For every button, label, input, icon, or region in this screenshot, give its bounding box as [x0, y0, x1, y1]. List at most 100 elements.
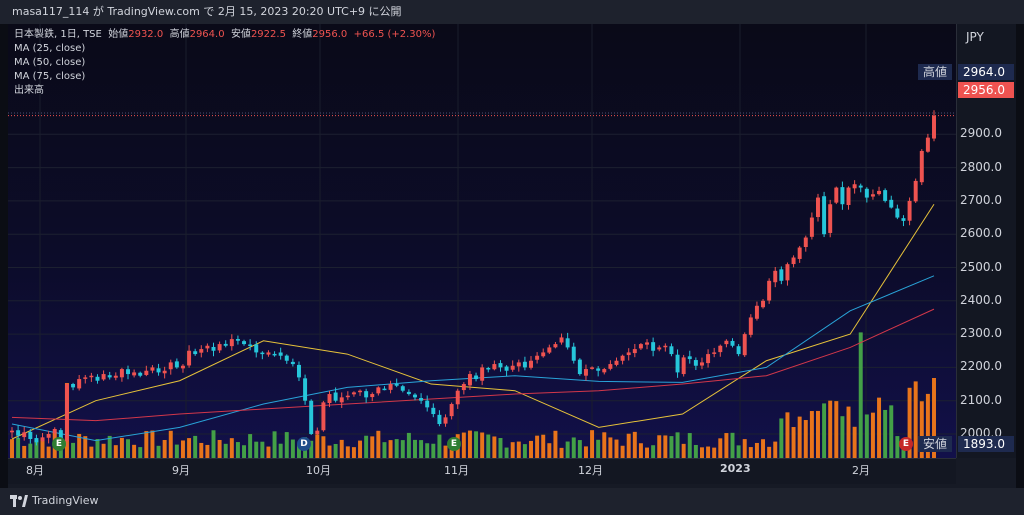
price-tick-label: 2400.0 — [960, 292, 1002, 307]
candle-body — [510, 365, 515, 370]
volume-bar — [321, 436, 326, 458]
volume-bar — [693, 444, 698, 458]
candle-body — [480, 367, 485, 381]
candle-body — [779, 269, 784, 281]
volume-bar — [113, 445, 118, 458]
volume-bar — [71, 442, 76, 458]
candle-body — [614, 360, 619, 365]
candle-body — [351, 392, 356, 395]
legend-ma75[interactable]: MA (75, close) — [14, 71, 86, 82]
candle-body — [541, 352, 546, 357]
volume-bar — [229, 438, 234, 458]
volume-bar — [370, 436, 375, 458]
volume-bar — [822, 403, 827, 458]
candle-body — [358, 390, 363, 393]
candle-body — [382, 388, 387, 391]
time-axis[interactable] — [8, 458, 956, 484]
candle-body — [504, 366, 509, 371]
candle-body — [174, 361, 179, 368]
volume-bar — [907, 387, 912, 458]
volume-bar — [205, 444, 210, 458]
candle-body — [321, 402, 326, 431]
candle-body — [376, 387, 381, 394]
volume-bar — [126, 439, 130, 458]
candle-body — [467, 374, 472, 386]
high-tag-label: 高値 — [918, 64, 953, 80]
volume-bar — [925, 393, 930, 458]
candle-body — [730, 340, 735, 346]
candle-body — [773, 270, 778, 283]
candle-body — [449, 404, 454, 417]
volume-bar — [773, 441, 778, 458]
chart-area[interactable] — [8, 24, 956, 458]
candle-body — [742, 334, 747, 356]
candle-body — [22, 432, 27, 438]
volume-bar — [480, 432, 485, 458]
earnings-marker-nov[interactable]: E — [447, 437, 461, 451]
candle-body — [693, 360, 698, 366]
candle-body — [907, 200, 912, 221]
volume-bar — [339, 439, 344, 458]
candle-body — [431, 407, 436, 415]
candle-body — [126, 369, 130, 375]
volume-bar — [663, 435, 668, 458]
candle-body — [284, 355, 289, 361]
candle-body — [669, 346, 674, 355]
volume-bar — [358, 440, 363, 458]
candle-body — [370, 394, 375, 398]
legend-ma50[interactable]: MA (50, close) — [14, 57, 86, 68]
legend-volume[interactable]: 出来高 — [14, 85, 44, 96]
currency-label[interactable]: JPY — [966, 30, 984, 44]
tradingview-brand[interactable]: TradingView — [10, 494, 98, 507]
price-tick-label: 2500.0 — [960, 259, 1002, 274]
volume-bar — [669, 436, 674, 458]
volume-bar — [632, 431, 637, 458]
candle-body — [455, 390, 460, 405]
open-label: 始値 — [108, 29, 129, 40]
candle-body — [883, 190, 888, 201]
candle-body — [199, 349, 204, 353]
candle-body — [413, 394, 417, 398]
volume-bar — [443, 445, 448, 458]
candle-body — [620, 355, 625, 361]
volume-bar — [614, 439, 619, 458]
candle-body — [919, 150, 924, 183]
candle-body — [828, 204, 833, 233]
price-tick-label: 2200.0 — [960, 359, 1002, 374]
volume-bar — [46, 446, 51, 458]
dividend-marker-sep[interactable]: D — [297, 437, 311, 451]
volume-bar — [559, 447, 564, 458]
candle-body — [486, 367, 491, 370]
volume-bar — [864, 414, 869, 458]
low-tag-value: 1893.0 — [958, 436, 1014, 452]
price-chart[interactable] — [8, 24, 956, 458]
legend-ma25[interactable]: MA (25, close) — [14, 43, 86, 54]
candle-body — [632, 349, 637, 354]
earnings-marker-feb[interactable]: E — [899, 437, 913, 451]
volume-bar — [809, 411, 814, 458]
volume-bar — [797, 416, 802, 458]
volume-bar — [278, 443, 283, 458]
candle-body — [156, 368, 161, 373]
volume-bar — [132, 444, 137, 458]
candle-body — [461, 384, 466, 391]
symbol-label[interactable]: 日本製鉄, 1日, TSE — [14, 29, 102, 40]
volume-bar — [107, 435, 112, 458]
volume-bar — [144, 431, 149, 458]
earnings-marker-aug[interactable]: E — [52, 437, 66, 451]
candle-body — [761, 300, 766, 308]
last-price-tag: 2956.0 — [958, 82, 1014, 98]
candle-body — [932, 115, 936, 139]
price-tick-label: 2800.0 — [960, 159, 1002, 174]
candle-body — [791, 257, 796, 265]
candle-body — [296, 364, 301, 378]
volume-bar — [235, 442, 240, 458]
brand-label: TradingView — [32, 494, 99, 507]
volume-bar — [785, 412, 790, 458]
volume-bar — [156, 445, 161, 458]
volume-bar — [425, 443, 430, 458]
candle-body — [333, 392, 338, 401]
candle-body — [834, 187, 839, 203]
volume-bar — [675, 432, 680, 458]
candle-body — [583, 369, 588, 376]
